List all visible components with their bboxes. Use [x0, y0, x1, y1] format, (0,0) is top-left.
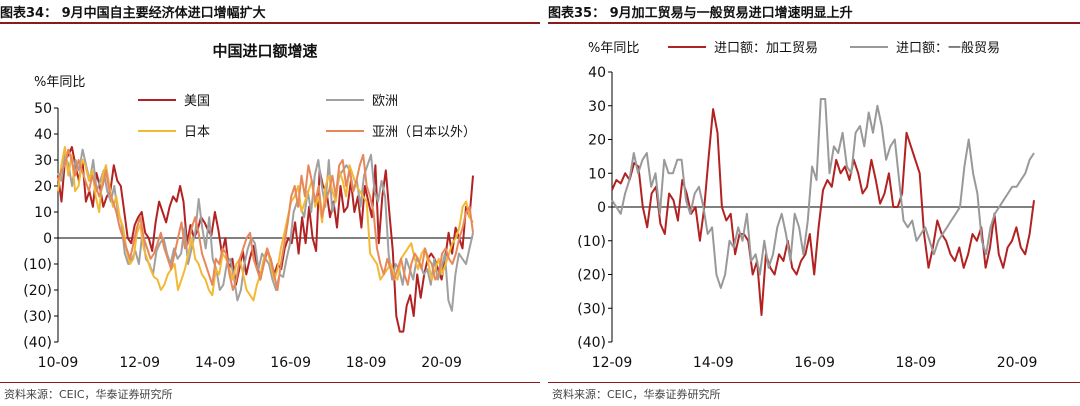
left-legend-label: 美国 [184, 94, 210, 109]
right-series-line-1 [611, 98, 1035, 289]
left-y-tick-label: 50 [34, 101, 52, 117]
left-x-tick-label: 14-09 [195, 355, 236, 371]
left-y-tick-label: (10) [23, 257, 52, 273]
left-chart-svg: 中国进口额增速 %年同比 50 40 30 20 10 0 (10) (20) (30) (40) 10… [23, 42, 476, 371]
right-y-tick-label: (30) [577, 301, 606, 317]
left-x-tick-label: 16-09 [270, 355, 311, 371]
left-y-tick-label: 40 [34, 127, 52, 143]
right-series-line-0 [611, 108, 1035, 316]
right-y-tick-label: (40) [577, 335, 606, 351]
left-legend-label: 亚洲（日本以外） [372, 125, 476, 140]
right-legend-label: 进口额：一般贸易 [896, 40, 1000, 56]
left-series-line-2 [57, 146, 474, 302]
left-x-tick-label: 20-09 [421, 355, 462, 371]
left-y-tick-label: (40) [23, 335, 52, 351]
left-x-tick-label: 18-09 [346, 355, 387, 371]
right-x-tick-label: 16-09 [794, 355, 835, 371]
right-y-tick-label: 10 [588, 166, 606, 182]
right-bottom-rule [548, 382, 1080, 383]
right-y-tick-label: (10) [577, 234, 606, 250]
left-y-tick-label: (30) [23, 309, 52, 325]
left-series-line-0 [57, 146, 474, 333]
left-y-tick-label: (20) [23, 283, 52, 299]
left-y-axis-label: %年同比 [34, 75, 85, 90]
left-legend-label: 日本 [184, 125, 210, 140]
left-y-tick-label: 30 [34, 153, 52, 169]
right-title-rule [548, 22, 1080, 24]
right-y-tick-label: (20) [577, 268, 606, 284]
left-y-tick-label: 20 [34, 179, 52, 195]
right-y-tick-label: 0 [597, 200, 606, 216]
right-figure-title: 图表35： 9月加工贸易与一般贸易进口增速明显上升 [548, 6, 853, 21]
left-x-tick-label: 12-09 [119, 355, 160, 371]
left-y-tick-label: 10 [34, 205, 52, 221]
right-x-tick-label: 12-09 [592, 355, 633, 371]
left-figure-panel: 图表34： 9月中国自主要经济体进口增幅扩大 中国进口额增速 %年同比 50 40 30… [0, 6, 540, 401]
left-figure-title: 图表34： 9月中国自主要经济体进口增幅扩大 [0, 6, 266, 21]
right-figure-panel: 图表35： 9月加工贸易与一般贸易进口增速明显上升 %年同比 40 30 20 10 0 (… [548, 0, 1080, 406]
left-x-tick-label: 10-09 [38, 355, 79, 371]
right-x-tick-label: 20-09 [997, 355, 1038, 371]
left-title-rule [0, 22, 540, 24]
left-y-tick-label: 0 [43, 231, 52, 247]
right-chart-svg: %年同比 40 30 20 10 0 (10) (20) (30) (40) 12-09 14-09 1… [577, 40, 1038, 371]
right-y-tick-label: 40 [588, 65, 606, 81]
right-y-tick-label: 20 [588, 133, 606, 149]
left-bottom-rule [0, 382, 540, 383]
right-y-tick-label: 30 [588, 99, 606, 115]
left-series-line-3 [57, 148, 474, 291]
left-chart-title: 中国进口额增速 [212, 42, 317, 60]
right-legend-label: 进口额：加工贸易 [714, 41, 818, 56]
right-y-axis-label: %年同比 [588, 41, 639, 56]
right-source-note: 资料来源：CEIC，华泰证券研究所 [552, 388, 721, 401]
right-x-tick-label: 14-09 [693, 355, 734, 371]
left-source-note: 资料来源：CEIC，华泰证券研究所 [4, 388, 173, 401]
left-legend-label: 欧洲 [372, 94, 398, 109]
right-x-tick-label: 18-09 [895, 355, 936, 371]
